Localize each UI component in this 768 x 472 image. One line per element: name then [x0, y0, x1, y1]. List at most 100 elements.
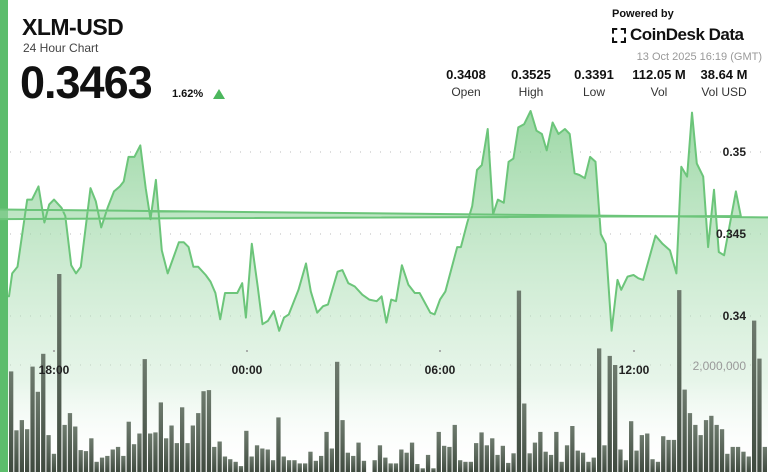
volume-bar	[425, 454, 431, 472]
volume-bar	[222, 456, 228, 472]
volume-bar	[474, 443, 479, 472]
volume-bar	[324, 431, 329, 472]
stat-value: 38.64 M	[700, 67, 748, 82]
volume-bar	[602, 445, 607, 472]
y-tick-label: 0.345	[715, 227, 746, 241]
volume-bar	[629, 421, 634, 472]
volume-bar	[9, 371, 14, 472]
stat-label: Vol USD	[701, 85, 747, 99]
volume-bar	[404, 452, 409, 472]
volume-bar	[511, 453, 516, 472]
stat-label: High	[518, 85, 544, 99]
y-tick-label: 0.35	[722, 145, 746, 159]
volume-bar	[532, 442, 538, 472]
x-tick-mark	[246, 350, 248, 352]
volume-bar	[597, 348, 602, 472]
volume-bar	[607, 355, 612, 472]
volume-bar	[244, 430, 249, 472]
volume-bar	[249, 456, 254, 472]
volume-bar	[741, 451, 746, 472]
volume-bar	[703, 420, 709, 472]
volume-bar	[623, 460, 628, 472]
volume-bar	[286, 460, 292, 472]
volume-bar	[169, 425, 174, 472]
volume-bar	[164, 438, 169, 472]
stat-value: 0.3525	[511, 67, 551, 82]
coindesk-logo: CoinDesk Data	[612, 25, 744, 45]
volume-bar	[206, 390, 212, 472]
y-tick-label: 0.34	[722, 309, 746, 323]
volume-bar	[436, 431, 441, 472]
volume-bar	[554, 431, 559, 472]
volume-bar	[506, 462, 511, 472]
volume-bar	[137, 433, 142, 472]
volume-bar	[297, 463, 302, 472]
volume-bar	[618, 449, 623, 472]
volume-bar	[522, 403, 527, 472]
volume-bar	[693, 424, 698, 472]
volume-bar	[196, 413, 201, 472]
volume-bar	[613, 365, 618, 472]
volume-bar	[308, 451, 313, 472]
volume-bar	[94, 461, 99, 472]
volume-bar	[303, 463, 308, 472]
volume-bar	[217, 441, 222, 472]
volume-bar	[559, 461, 564, 472]
x-tick-mark	[439, 350, 441, 352]
volume-bar	[730, 446, 735, 472]
volume-bar	[115, 446, 121, 472]
stat-value: 0.3391	[574, 67, 614, 82]
stat-value: 0.3408	[446, 67, 486, 82]
stat-label: Vol	[650, 85, 668, 99]
accent-bar	[0, 0, 8, 472]
volume-bar	[121, 455, 126, 472]
volume-bar	[276, 417, 281, 472]
volume-bar	[495, 454, 500, 472]
up-triangle-icon	[213, 89, 225, 99]
volume-bar	[67, 413, 73, 472]
volume-bar	[762, 446, 767, 472]
volume-bar	[345, 452, 350, 472]
x-tick-label: 18:00	[38, 363, 70, 377]
stat-vol-usd: 38.64 M Vol USD	[689, 67, 759, 99]
volume-bar	[677, 290, 682, 472]
volume-bar	[180, 407, 185, 472]
volume-bar	[14, 430, 19, 472]
volume-bar	[158, 402, 163, 472]
volume-bar	[575, 450, 580, 472]
volume-bar	[570, 426, 575, 472]
x-tick-label: 06:00	[424, 363, 456, 377]
volume-tick-label: 2,000,000	[692, 359, 746, 373]
volume-bar	[409, 442, 415, 472]
volume-bar	[447, 446, 452, 472]
volume-bar	[682, 389, 687, 472]
x-tick-mark	[633, 350, 635, 352]
volume-bar	[687, 413, 693, 472]
volume-bar	[51, 453, 57, 472]
price-area	[0, 111, 768, 472]
volume-bar	[233, 461, 238, 472]
volume-bar	[30, 366, 35, 472]
volume-bar	[746, 456, 751, 472]
chart-subtitle: 24 Hour Chart	[23, 41, 99, 55]
volume-bar	[153, 432, 158, 472]
volume-bar	[709, 415, 714, 472]
stat-vol: 112.05 M Vol	[624, 67, 694, 99]
volume-bar	[735, 446, 741, 472]
volume-bar	[340, 420, 345, 472]
volume-bar	[281, 456, 286, 472]
volume-bar	[580, 452, 586, 472]
volume-bar	[335, 361, 340, 472]
stat-low: 0.3391 Low	[559, 67, 629, 99]
volume-bar	[142, 359, 147, 472]
stat-label: Low	[582, 85, 605, 99]
volume-bar	[41, 353, 46, 472]
volume-bar	[292, 460, 297, 472]
volume-bar	[351, 455, 356, 472]
volume-bar	[586, 461, 591, 472]
volume-bar	[543, 451, 548, 472]
stat-open: 0.3408 Open	[431, 67, 501, 99]
volume-bar	[671, 439, 677, 472]
volume-bar	[666, 439, 671, 472]
